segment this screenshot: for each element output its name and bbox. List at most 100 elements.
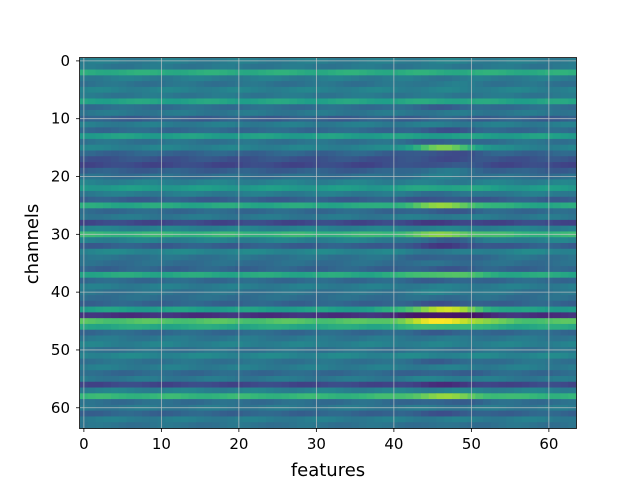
heatmap-cell [258,190,267,198]
heatmap-cell [297,110,306,117]
heatmap-cell [95,387,104,394]
heatmap-cell [297,271,306,279]
heatmap-cell [568,254,577,261]
heatmap-cell [258,266,267,273]
heatmap-cell [250,98,259,105]
heatmap-cell [289,364,298,371]
heatmap-cell [250,138,259,146]
heatmap-cell [483,248,492,255]
heatmap-cell [421,162,430,169]
heatmap-cell [87,98,96,105]
heatmap-cell [428,133,437,140]
heatmap-cell [219,75,228,82]
heatmap-cell [118,410,127,417]
heatmap-cell [118,92,127,99]
heatmap-cell [397,208,406,215]
heatmap-cell [173,104,182,111]
heatmap-cell [428,393,437,400]
heatmap-cell [405,271,414,279]
heatmap-cell [382,341,391,348]
heatmap-cell [297,260,306,267]
heatmap-cell [219,370,228,377]
heatmap-cell [452,104,461,111]
heatmap-cell [242,190,251,198]
heatmap-cell [219,225,228,232]
heatmap-cell [521,387,530,394]
heatmap-cell [459,69,468,76]
heatmap-cell [506,225,515,232]
heatmap-cell [359,422,368,429]
heatmap-cell [506,370,515,377]
heatmap-cell [149,300,158,307]
heatmap-cell [266,156,275,163]
heatmap-cell [405,370,414,377]
heatmap-cell [87,416,96,423]
heatmap-cell [498,410,507,417]
heatmap-cell [250,387,259,394]
heatmap-cell [111,133,120,140]
heatmap-cell [188,133,197,140]
heatmap-cell [111,370,120,377]
heatmap-cell [568,98,577,105]
heatmap-cell [273,196,282,203]
heatmap-cell [521,162,530,169]
heatmap-cell [560,190,569,198]
heatmap-cell [196,399,205,406]
heatmap-cell [568,352,577,360]
heatmap-cell [126,306,135,313]
heatmap-cell [552,387,561,394]
heatmap-cell [343,277,352,284]
heatmap-cell [421,254,430,261]
heatmap-cell [173,260,182,267]
heatmap-cell [258,202,267,209]
heatmap-cell [320,422,329,429]
heatmap-cell [273,63,282,70]
heatmap-cell [343,399,352,406]
heatmap-cell [506,133,515,140]
heatmap-cell [103,185,112,192]
heatmap-cell [405,277,414,284]
heatmap-cell [366,167,375,175]
heatmap-cell [483,341,492,348]
heatmap-cell [483,150,492,157]
heatmap-cell [475,300,484,307]
heatmap-cell [320,98,329,105]
heatmap-cell [196,121,205,128]
heatmap-cell [436,248,445,255]
heatmap-cell [436,214,445,221]
heatmap-cell [304,422,313,429]
heatmap-cell [552,185,561,192]
heatmap-cell [413,364,422,371]
heatmap-cell [219,214,228,221]
heatmap-cell [258,329,267,336]
heatmap-cell [328,352,337,360]
heatmap-cell [498,283,507,290]
heatmap-cell [537,312,546,319]
heatmap-cell [173,393,182,400]
heatmap-cell [421,69,430,76]
heatmap-cell [227,266,236,273]
heatmap-cell [297,364,306,371]
heatmap-cell [273,185,282,192]
heatmap-cell [219,156,228,163]
heatmap-cell [428,370,437,377]
heatmap-cell [413,341,422,348]
heatmap-cell [459,399,468,406]
heatmap-cell [219,179,228,186]
heatmap-cell [242,277,251,284]
heatmap-cell [343,381,352,388]
heatmap-cell [204,104,213,111]
heatmap-cell [452,352,461,360]
heatmap-cell [374,63,383,70]
heatmap-cell [95,318,104,325]
heatmap-cell [506,416,515,423]
heatmap-cell [568,375,577,383]
heatmap-cell [297,162,306,169]
heatmap-cell [413,110,422,117]
heatmap-cell [273,266,282,273]
heatmap-cell [351,185,360,192]
heatmap-cell [351,341,360,348]
heatmap-cell [242,422,251,429]
heatmap-cell [366,81,375,88]
heatmap-cell [266,104,275,111]
